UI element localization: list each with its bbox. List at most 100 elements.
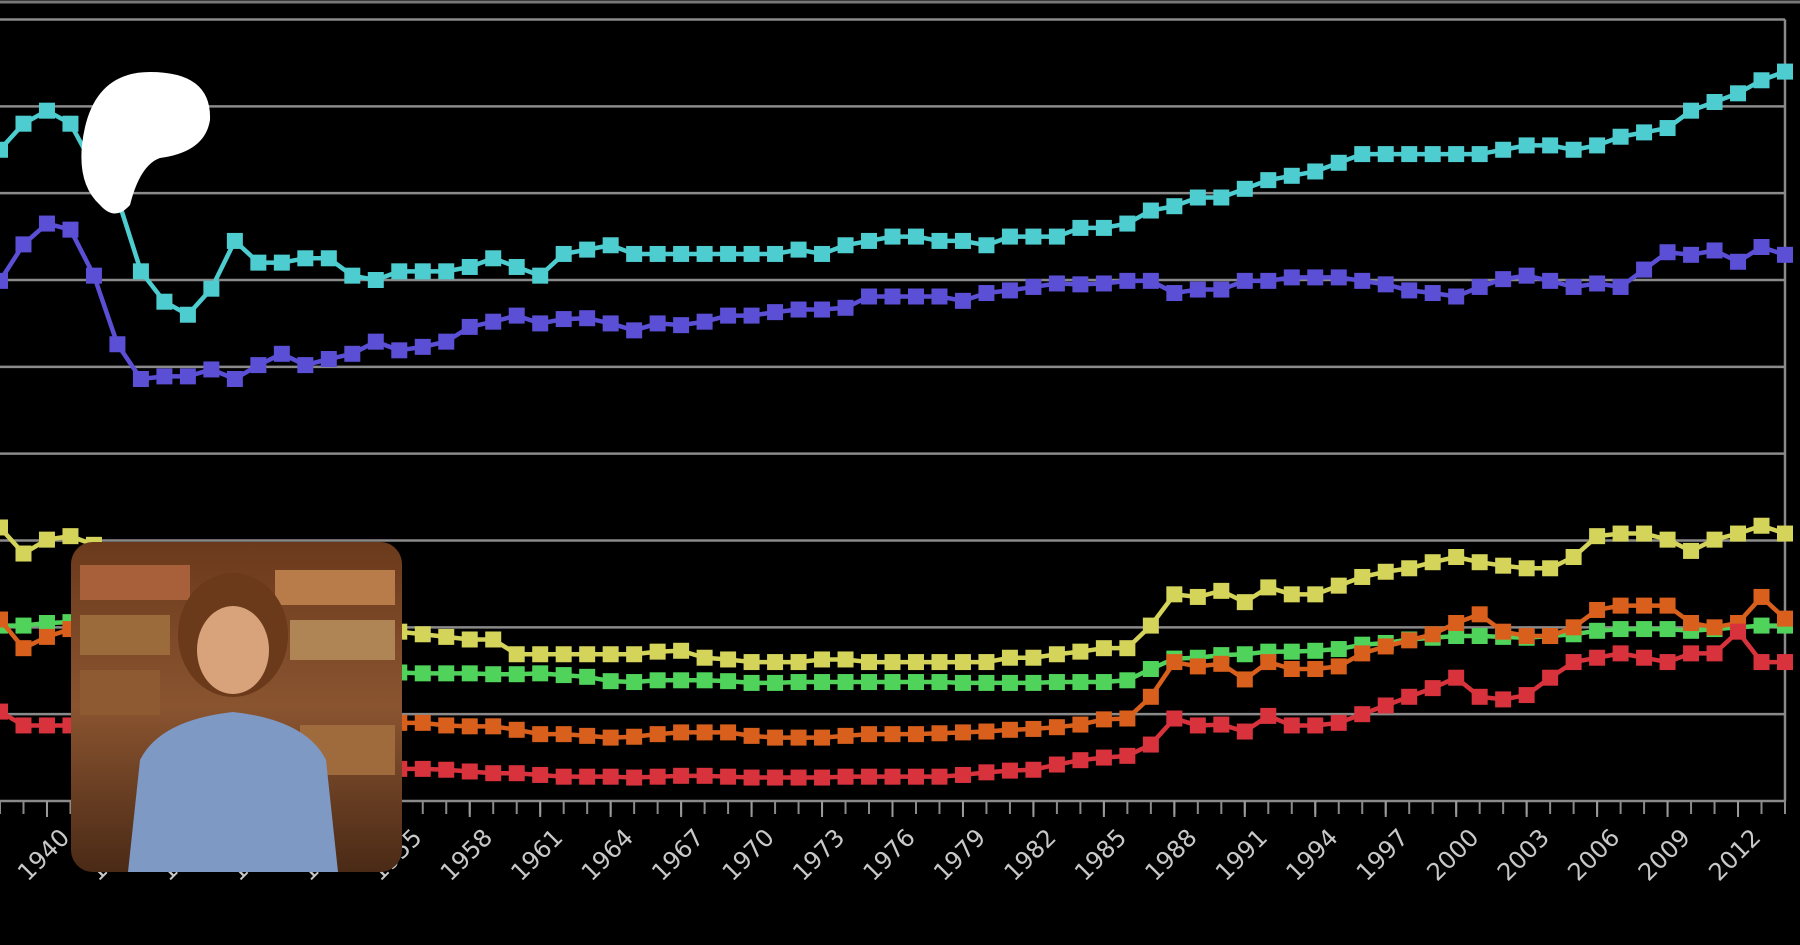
point-marker — [626, 245, 643, 262]
point-marker — [1753, 617, 1770, 634]
point-marker — [1401, 632, 1418, 649]
point-marker — [649, 245, 666, 262]
point-marker — [1166, 710, 1183, 727]
point-marker — [1283, 717, 1300, 734]
point-marker — [861, 768, 878, 785]
point-marker — [602, 673, 619, 690]
point-marker — [1565, 278, 1582, 295]
point-marker — [344, 345, 361, 362]
point-marker — [1612, 621, 1629, 638]
point-marker — [1448, 288, 1465, 305]
point-marker — [673, 724, 690, 741]
point-marker — [273, 345, 290, 362]
point-marker — [38, 614, 55, 631]
point-marker — [790, 654, 807, 671]
point-marker — [1142, 617, 1159, 634]
point-marker — [508, 307, 525, 324]
point-marker — [954, 674, 971, 691]
point-marker — [1025, 228, 1042, 245]
point-marker — [1589, 275, 1606, 292]
point-marker — [0, 141, 8, 158]
point-marker — [814, 651, 831, 668]
point-marker — [508, 765, 525, 782]
point-marker — [1377, 638, 1394, 655]
point-marker — [978, 237, 995, 254]
point-marker — [414, 760, 431, 777]
point-marker — [978, 723, 995, 740]
point-marker — [1330, 154, 1347, 171]
point-marker — [555, 245, 572, 262]
point-marker — [790, 301, 807, 318]
point-marker — [1542, 272, 1559, 289]
point-marker — [978, 674, 995, 691]
point-marker — [1119, 215, 1136, 232]
point-marker — [414, 626, 431, 643]
point-marker — [1377, 276, 1394, 293]
point-marker — [814, 769, 831, 786]
point-marker — [1025, 649, 1042, 666]
point-marker — [1048, 228, 1065, 245]
point-marker — [1542, 669, 1559, 686]
point-marker — [814, 674, 831, 691]
point-marker — [1236, 594, 1253, 611]
point-marker — [602, 729, 619, 746]
point-marker — [1424, 626, 1441, 643]
point-marker — [1048, 646, 1065, 663]
point-marker — [579, 668, 596, 685]
point-marker — [1471, 146, 1488, 163]
point-marker — [367, 333, 384, 350]
point-marker — [1283, 661, 1300, 678]
point-marker — [0, 611, 8, 628]
point-marker — [814, 729, 831, 746]
point-marker — [179, 368, 196, 385]
point-marker — [931, 768, 948, 785]
point-marker — [1518, 137, 1535, 154]
point-marker — [579, 727, 596, 744]
point-marker — [720, 245, 737, 262]
point-marker — [1589, 528, 1606, 545]
point-marker — [1166, 285, 1183, 302]
point-marker — [1753, 588, 1770, 605]
point-marker — [156, 368, 173, 385]
point-marker — [1518, 267, 1535, 284]
point-marker — [15, 115, 32, 132]
point-marker — [978, 654, 995, 671]
point-marker — [1565, 141, 1582, 158]
point-marker — [743, 307, 760, 324]
point-marker — [179, 306, 196, 323]
point-marker — [1589, 601, 1606, 618]
point-marker — [1636, 597, 1653, 614]
point-marker — [367, 272, 384, 288]
point-marker — [1072, 276, 1089, 293]
books — [80, 615, 170, 655]
point-marker — [1401, 282, 1418, 299]
point-marker — [1636, 621, 1653, 638]
point-marker — [1777, 610, 1793, 627]
point-marker — [391, 342, 408, 359]
point-marker — [743, 769, 760, 786]
point-marker — [720, 768, 737, 785]
point-marker — [696, 672, 713, 689]
point-marker — [414, 338, 431, 355]
point-marker — [884, 768, 901, 785]
point-marker — [1189, 189, 1206, 206]
point-marker — [931, 654, 948, 671]
point-marker — [1001, 649, 1018, 666]
point-marker — [1777, 525, 1793, 542]
point-marker — [414, 263, 431, 280]
point-marker — [1283, 167, 1300, 184]
point-marker — [1189, 717, 1206, 734]
point-marker — [1001, 674, 1018, 691]
point-marker — [461, 665, 478, 682]
point-marker — [38, 717, 55, 734]
point-marker — [1119, 710, 1136, 727]
point-marker — [1283, 643, 1300, 660]
point-marker — [767, 674, 784, 691]
point-marker — [1471, 606, 1488, 623]
point-marker — [1095, 640, 1112, 657]
point-marker — [0, 703, 8, 720]
point-marker — [1354, 272, 1371, 289]
point-marker — [1565, 619, 1582, 636]
point-marker — [532, 766, 549, 783]
point-marker — [1330, 641, 1347, 658]
